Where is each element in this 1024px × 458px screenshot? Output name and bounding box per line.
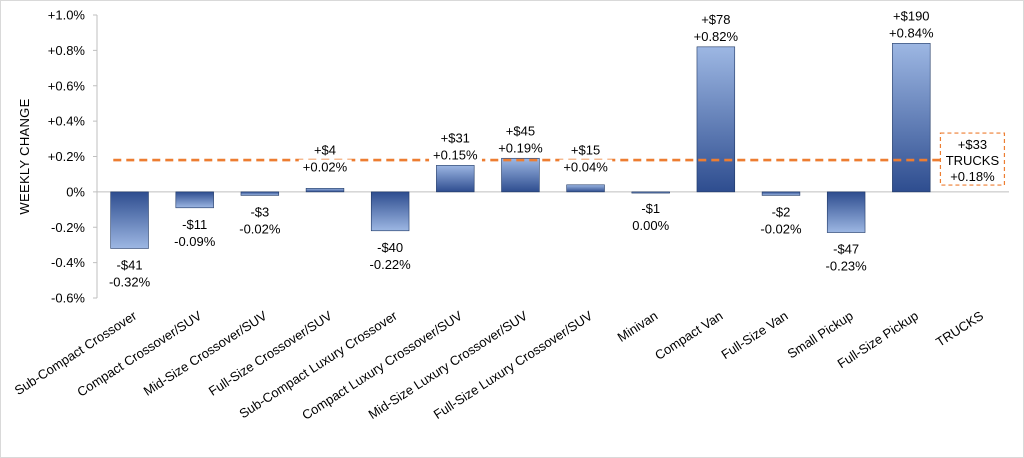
percent-label-4: -0.22%	[370, 257, 412, 272]
percent-label-1: -0.09%	[174, 234, 216, 249]
dollar-label-3: +$4	[314, 143, 336, 158]
dollar-label-5: +$31	[441, 130, 470, 145]
label-knockout	[298, 159, 352, 175]
y-axis-title: WEEKLY CHANGE	[17, 98, 32, 214]
percent-label-12: +0.84%	[889, 25, 934, 40]
dollar-label-9: +$78	[701, 12, 730, 27]
y-tick-label: +0.8%	[48, 43, 86, 58]
dollar-label-10: -$2	[772, 204, 791, 219]
category-label-9: Compact Van	[652, 308, 725, 363]
y-tick-label: +1.0%	[48, 8, 86, 23]
category-label-10: Full-Size Van	[718, 308, 790, 362]
category-label-13: TRUCKS	[933, 308, 986, 350]
y-tick-label: -0.2%	[51, 220, 85, 235]
percent-label-2: -0.02%	[239, 221, 281, 236]
percent-label-6: +0.19%	[498, 140, 543, 155]
bar-0	[110, 191, 149, 249]
category-label-1: Compact Crossover/SUV	[74, 308, 204, 400]
y-tick-label: +0.4%	[48, 114, 86, 129]
dollar-label-7: +$15	[571, 143, 600, 158]
y-tick-label: 0%	[66, 184, 85, 199]
y-tick-label: -0.4%	[51, 255, 85, 270]
percent-label-0: -0.32%	[109, 274, 151, 289]
bar-6	[501, 157, 540, 193]
average-name-label: TRUCKS	[946, 153, 1000, 168]
label-knockout	[559, 159, 613, 175]
percent-label-5: +0.15%	[433, 147, 478, 162]
dollar-label-8: -$1	[641, 201, 660, 216]
dollar-label-1: -$11	[182, 217, 207, 232]
average-label-box	[939, 132, 1006, 186]
bar-1	[175, 191, 214, 209]
category-label-8: Minivan	[615, 308, 661, 345]
dollar-label-11: -$47	[833, 242, 859, 257]
category-label-3: Full-Size Crossover/SUV	[206, 308, 335, 399]
average-dollar-label: +$33	[958, 137, 987, 152]
bar-9	[696, 46, 736, 193]
percent-label-9: +0.82%	[694, 29, 739, 44]
category-label-0: Sub-Compact Crossover	[12, 308, 140, 398]
category-label-2: Mid-Size Crossover/SUV	[141, 308, 270, 399]
y-tick-label: +0.2%	[48, 149, 86, 164]
dollar-label-12: +$190	[893, 8, 930, 23]
bar-3	[305, 188, 345, 193]
bar-11	[826, 191, 866, 233]
percent-label-10: -0.02%	[760, 221, 802, 236]
bar-2	[240, 191, 280, 196]
percent-label-8: 0.00%	[632, 218, 669, 233]
bar-4	[370, 191, 410, 232]
percent-label-11: -0.23%	[826, 259, 868, 274]
bar-12	[892, 42, 931, 193]
y-tick-label: -0.6%	[51, 291, 85, 306]
y-tick-label: +0.6%	[48, 78, 86, 93]
bar-7	[566, 184, 605, 193]
bar-10	[761, 191, 801, 196]
bar-5	[436, 165, 475, 193]
dollar-label-2: -$3	[250, 204, 269, 219]
label-knockout	[429, 147, 482, 163]
bar-8	[631, 191, 670, 194]
dollar-label-0: -$41	[117, 257, 143, 272]
dollar-label-4: -$40	[377, 240, 403, 255]
dollar-label-6: +$45	[506, 123, 535, 138]
percent-label-7: +0.04%	[563, 160, 608, 175]
percent-label-3: +0.02%	[303, 160, 348, 175]
average-percent-label: +0.18%	[950, 169, 995, 184]
